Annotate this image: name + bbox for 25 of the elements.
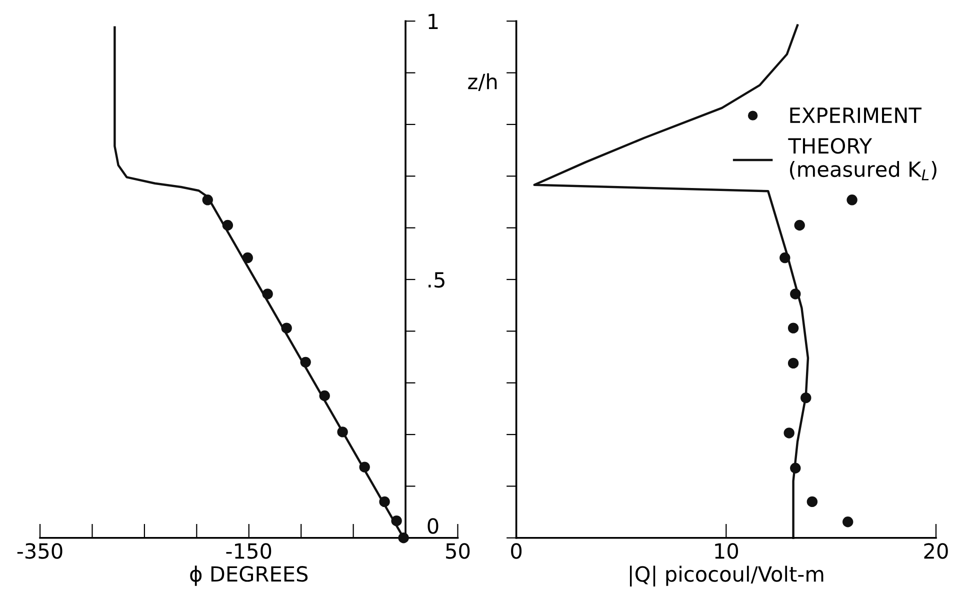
x-axis-title: |Q| picocoul/Volt-m <box>630 566 824 587</box>
legend-label: EXPERIMENT <box>790 108 922 123</box>
point <box>790 288 801 300</box>
point <box>788 358 799 369</box>
point <box>780 252 790 264</box>
y-tick-label: 1 <box>428 14 438 30</box>
point <box>842 516 854 528</box>
point <box>800 392 812 404</box>
legend-label: THEORY (measured K$_{L}$) <box>788 138 936 180</box>
point <box>788 322 799 334</box>
x-axis-title: ϕ DEGREES <box>190 566 308 586</box>
x-tick-label: -150 <box>226 543 272 559</box>
y-tick-label: .5 <box>428 272 444 288</box>
y-tick-label: 0 <box>428 518 438 534</box>
point <box>846 194 858 206</box>
point <box>790 462 801 474</box>
x-tick-label: 0 <box>511 543 522 559</box>
x-tick-label: 20 <box>924 543 948 559</box>
x-tick-label: -350 <box>17 543 62 559</box>
point <box>806 496 818 508</box>
y-axis-title: z/h <box>468 73 497 92</box>
x-tick-label: 50 <box>446 543 470 559</box>
point <box>784 428 794 438</box>
x-tick-label: 10 <box>715 543 738 559</box>
point <box>794 220 805 231</box>
